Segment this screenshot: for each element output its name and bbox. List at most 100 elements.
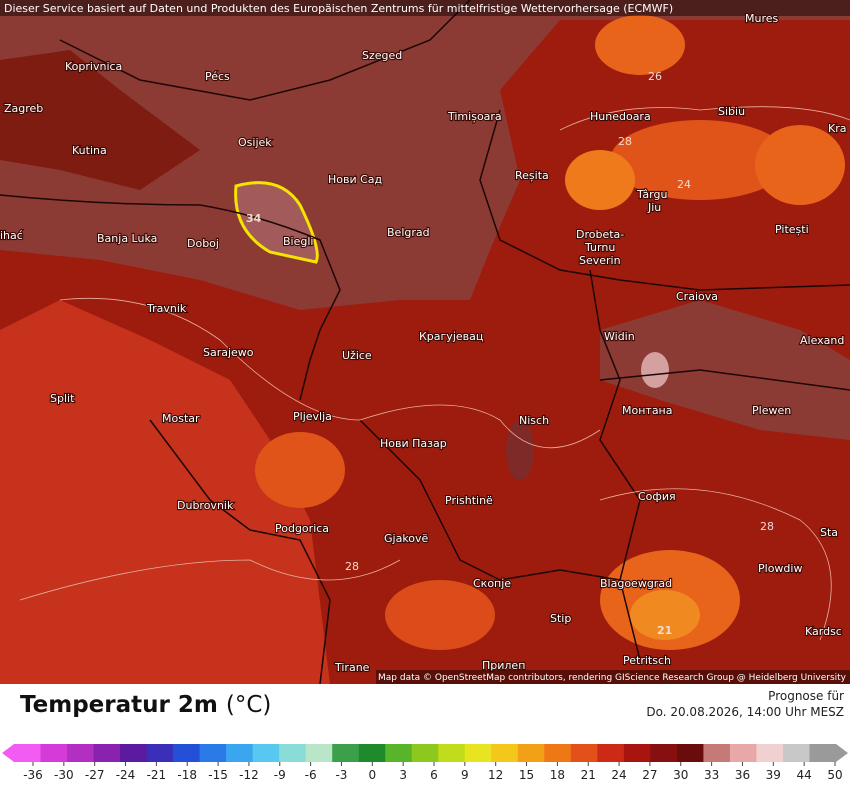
attribution-background — [376, 670, 850, 684]
contour-line — [19, 559, 401, 601]
scale-tick-label: 12 — [488, 768, 503, 782]
credit-background — [0, 0, 850, 16]
contours — [19, 106, 850, 641]
contour-line — [559, 106, 850, 131]
cool-area — [641, 352, 669, 388]
scale-swatch — [623, 744, 651, 762]
place-label: Jiu — [647, 201, 661, 214]
scale-tick-label: -3 — [335, 768, 347, 782]
place-label: Sibiu — [718, 105, 745, 118]
place-label: Koprivnica — [65, 60, 122, 73]
highlight-area — [234, 181, 319, 264]
scale-swatch — [14, 744, 42, 762]
place-label: Нови Пазар — [380, 437, 447, 450]
place-label: Sta — [820, 526, 838, 539]
place-label: Mostar — [162, 412, 200, 425]
place-label: Dubrovnik — [177, 499, 234, 512]
contour-line — [599, 488, 832, 641]
place-label: Sarajewo — [203, 346, 254, 359]
scale-swatch — [93, 744, 121, 762]
scale-swatch — [544, 744, 572, 762]
place-label: Turnu — [584, 241, 615, 254]
place-label: Drobeta- — [576, 228, 624, 241]
scale-swatch — [756, 744, 784, 762]
hot-area — [630, 590, 700, 640]
legend: Temperatur 2m (°C) Prognose für Do. 20.0… — [0, 684, 850, 799]
place-label: Alexand — [800, 334, 844, 347]
scale-swatch — [438, 744, 466, 762]
scale-tick-label: 44 — [797, 768, 812, 782]
border — [359, 419, 621, 581]
hot-area — [385, 580, 495, 650]
place-label: ihać — [0, 229, 23, 242]
scale-swatch — [517, 744, 545, 762]
color-scale: -36 -30 -27 -24 -21 -18 -15 -12 -9 -6 -3 0 3 6 9 12 15 18… — [2, 744, 848, 782]
scale-tick-label: 27 — [642, 768, 657, 782]
scale-swatch — [570, 744, 598, 762]
scale-tick-label: -9 — [274, 768, 286, 782]
contour-label: 21 — [657, 624, 672, 637]
place-label: Tirane — [334, 661, 370, 674]
place-label: Osijek — [238, 136, 272, 149]
place-label: Petritsch — [623, 654, 671, 667]
dark-area — [0, 50, 200, 190]
scale-swatch — [809, 744, 837, 762]
place-label: Zagreb — [4, 102, 43, 115]
scale-swatch — [305, 744, 333, 762]
border — [479, 109, 850, 291]
forecast-label: Prognose für — [768, 689, 844, 703]
attribution: Map data © OpenStreetMap contributors, r… — [378, 673, 847, 683]
place-label: Craiova — [676, 290, 718, 303]
place-label: Монтана — [622, 404, 673, 417]
scale-tick-label: 15 — [519, 768, 534, 782]
muted-area — [600, 300, 850, 440]
scale-swatch — [199, 744, 227, 762]
scale-tick-label: -36 — [23, 768, 43, 782]
scale-tick-label: -12 — [239, 768, 259, 782]
scale-swatch — [703, 744, 731, 762]
scale-swatch — [146, 744, 174, 762]
scale-swatch — [491, 744, 519, 762]
scale-swatch — [252, 744, 280, 762]
border — [59, 0, 471, 101]
scale-tick-label: 36 — [735, 768, 750, 782]
title-text: Temperatur 2m — [20, 692, 218, 718]
credit: Dieser Service basiert auf Daten und Pro… — [4, 2, 673, 15]
muted-area — [0, 0, 850, 310]
place-label: Stip — [550, 612, 571, 625]
contour-labels: 26 28 24 34 28 28 21 — [246, 70, 774, 637]
contour-label: 26 — [648, 70, 662, 83]
place-label: Užice — [342, 349, 372, 362]
scale-tick-label: 21 — [581, 768, 596, 782]
scale-tick-label: -27 — [85, 768, 105, 782]
place-label: Widin — [604, 330, 635, 343]
scale-swatch — [411, 744, 439, 762]
map: Dieser Service basiert auf Daten und Pro… — [0, 0, 850, 684]
hot-area — [255, 432, 345, 508]
scale-swatch — [782, 744, 810, 762]
place-label: Nisch — [519, 414, 549, 427]
contour-label: 24 — [677, 178, 691, 191]
place-label: Крагујевац — [419, 330, 483, 343]
scale-tick-label: -18 — [177, 768, 197, 782]
place-label: Szeged — [362, 49, 402, 62]
scale-tick-label: -30 — [54, 768, 74, 782]
border — [599, 369, 850, 391]
scale-tick-label: 0 — [368, 768, 376, 782]
scale-tick-label: 18 — [550, 768, 565, 782]
place-label: Travnik — [146, 302, 187, 315]
place-label: Târgu — [636, 188, 667, 201]
scale-tick-label: 50 — [827, 768, 842, 782]
scale-tick-label: -6 — [305, 768, 317, 782]
borders — [0, 0, 850, 684]
place-label: Plewen — [752, 404, 791, 417]
place-label: Blagoewgrad — [600, 577, 672, 590]
scale-swatch — [226, 744, 254, 762]
contour-line — [59, 297, 601, 449]
place-label: Plowdiw — [758, 562, 802, 575]
scale-swatch — [385, 744, 413, 762]
place-label: Timișoara — [447, 110, 502, 123]
border — [0, 194, 341, 401]
place-label: Podgorica — [275, 522, 329, 535]
scale-tick-label: 39 — [766, 768, 781, 782]
